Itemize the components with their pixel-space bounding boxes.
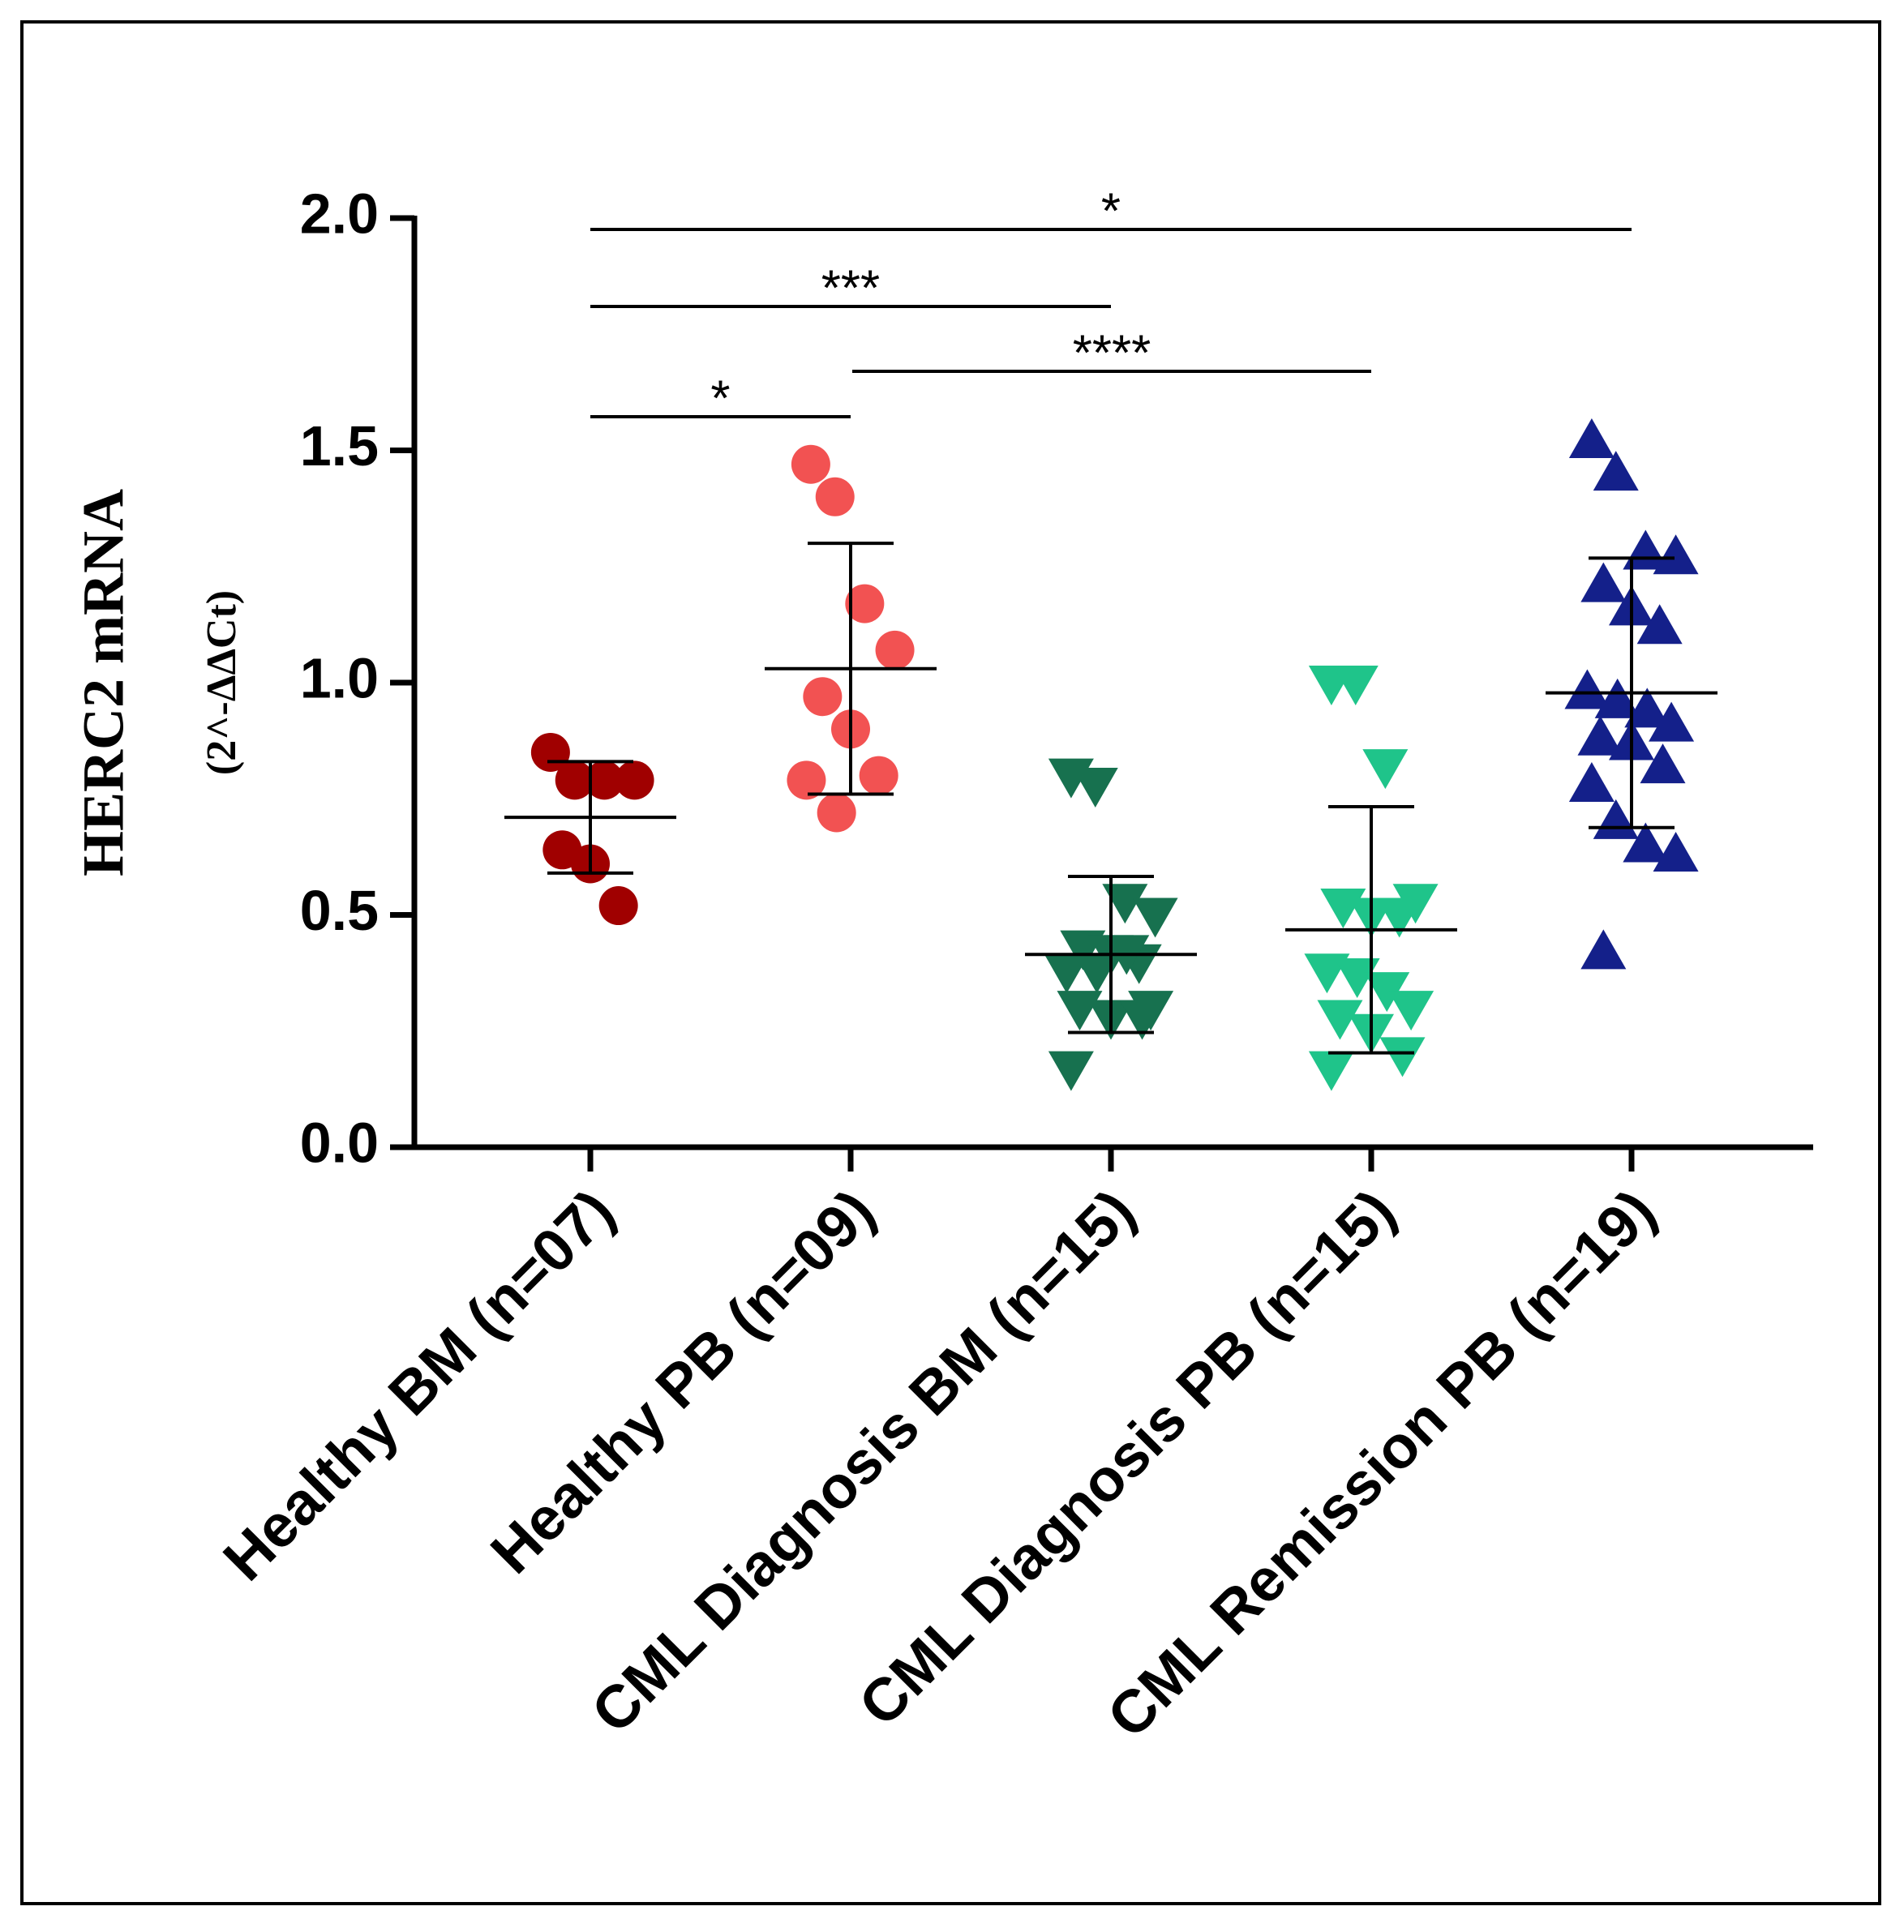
data-point (1308, 1051, 1354, 1091)
data-point (1362, 749, 1409, 790)
data-point (1568, 762, 1615, 803)
data-point (585, 760, 624, 800)
data-point (1332, 666, 1379, 705)
data-point (1074, 953, 1120, 994)
data-point (1132, 897, 1178, 938)
data-point (1376, 897, 1422, 938)
data-point (1364, 972, 1410, 1013)
data-point (1102, 884, 1148, 924)
data-point (1044, 953, 1090, 994)
data-point (1119, 1000, 1165, 1040)
y-tick-label: 0.0 (300, 1111, 379, 1174)
data-point (1636, 604, 1683, 645)
data-point (615, 760, 654, 800)
y-tick-label: 0.5 (300, 879, 379, 942)
significance-label: * (1101, 183, 1121, 239)
data-point (1594, 678, 1640, 718)
y-tick-label: 1.5 (300, 414, 379, 478)
data-point (1623, 822, 1669, 863)
data-point (875, 630, 915, 670)
data-point (555, 760, 594, 800)
data-point (1388, 991, 1434, 1031)
frame (20, 20, 1881, 1905)
data-point (1072, 768, 1118, 808)
data-point (598, 886, 638, 926)
data-point (1568, 418, 1615, 459)
data-point (859, 756, 898, 795)
significance-label: *** (821, 260, 880, 316)
data-point (1580, 562, 1627, 602)
data-point (1577, 715, 1623, 756)
data-point (1593, 451, 1639, 491)
y-tick-label: 2.0 (300, 182, 379, 245)
data-point (1624, 688, 1670, 728)
data-point (791, 444, 830, 484)
data-point (1334, 957, 1380, 998)
data-point (1640, 743, 1686, 784)
significance-label: * (710, 371, 730, 426)
data-point (1048, 1051, 1094, 1091)
y-axis-unit: (2^-ΔΔCt) (199, 590, 245, 775)
data-point (787, 760, 826, 800)
data-point (1580, 929, 1627, 970)
data-point (1649, 701, 1695, 742)
data-point (1379, 1037, 1426, 1077)
data-point (803, 677, 843, 717)
data-point (1564, 669, 1610, 709)
data-point (1653, 534, 1699, 575)
data-point (815, 477, 855, 516)
data-point (1317, 1000, 1363, 1040)
data-point (817, 793, 856, 833)
y-tick-label: 1.0 (300, 646, 379, 709)
data-point (845, 584, 885, 623)
significance-label: **** (1073, 325, 1151, 381)
data-point (1653, 832, 1699, 872)
y-axis-title: HERC2 mRNA (71, 489, 136, 876)
